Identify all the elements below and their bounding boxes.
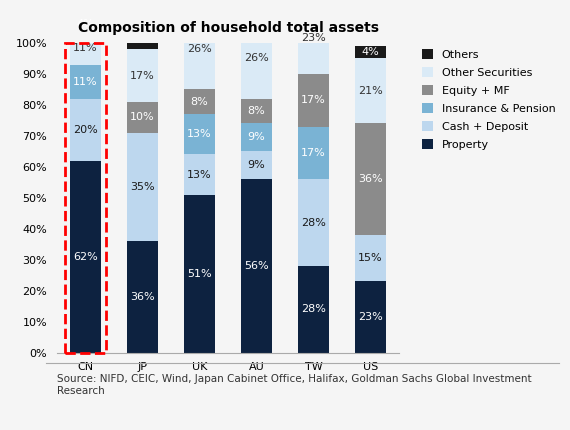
Text: 9%: 9% [247, 160, 266, 170]
Bar [184, 195, 215, 353]
Bar [355, 46, 386, 58]
Bar [127, 133, 158, 241]
Text: 8%: 8% [247, 106, 266, 116]
Bar [241, 123, 272, 151]
Legend: Others, Other Securities, Equity + MF, Insurance & Pension, Cash + Deposit, Prop: Others, Other Securities, Equity + MF, I… [418, 46, 559, 153]
Bar [355, 58, 386, 123]
Bar [127, 102, 158, 133]
Bar [355, 123, 386, 235]
Bar [241, 15, 272, 18]
Text: 23%: 23% [358, 312, 383, 322]
Bar [241, 99, 272, 123]
Bar [184, 114, 215, 154]
Text: 36%: 36% [358, 174, 383, 184]
Bar [241, 18, 272, 99]
Text: 17%: 17% [301, 95, 326, 105]
Bar [127, 43, 158, 49]
Text: 17%: 17% [301, 148, 326, 158]
Bar [70, 31, 101, 64]
Text: 62%: 62% [73, 252, 98, 261]
Bar [298, 126, 329, 179]
Text: 28%: 28% [301, 218, 326, 227]
Bar [298, 0, 329, 3]
Text: 17%: 17% [130, 71, 155, 80]
Title: Composition of household total assets: Composition of household total assets [78, 21, 378, 35]
Text: 9%: 9% [247, 132, 266, 142]
Text: 26%: 26% [244, 53, 269, 64]
Text: 35%: 35% [130, 182, 155, 192]
Text: Source: NIFD, CEIC, Wind, Japan Cabinet Office, Halifax, Goldman Sachs Global In: Source: NIFD, CEIC, Wind, Japan Cabinet … [57, 374, 532, 396]
Bar [127, 49, 158, 102]
Text: 10%: 10% [130, 112, 155, 122]
Text: 11%: 11% [73, 43, 98, 52]
Text: 13%: 13% [187, 169, 212, 180]
Bar [184, 9, 215, 89]
Text: 56%: 56% [244, 261, 269, 271]
Bar [298, 266, 329, 353]
Text: 20%: 20% [73, 125, 98, 135]
Text: 4%: 4% [76, 19, 95, 29]
Text: 11%: 11% [73, 77, 98, 87]
Bar [70, 161, 101, 353]
Bar [184, 154, 215, 195]
Bar [241, 179, 272, 353]
Bar [298, 179, 329, 266]
Text: 23%: 23% [301, 34, 326, 43]
Text: 51%: 51% [187, 269, 212, 279]
Bar [70, 99, 101, 161]
Text: 28%: 28% [301, 304, 326, 314]
Bar [298, 3, 329, 74]
Text: 13%: 13% [187, 129, 212, 139]
Bar [70, 18, 101, 31]
Bar [241, 151, 272, 179]
Bar [64, 43, 106, 353]
Bar [184, 89, 215, 114]
Text: 36%: 36% [130, 292, 155, 302]
Bar [298, 74, 329, 126]
Text: 8%: 8% [190, 97, 209, 107]
Bar [355, 281, 386, 353]
Bar [355, 235, 386, 281]
Bar [127, 241, 158, 353]
Text: 4%: 4% [361, 47, 380, 57]
Text: 21%: 21% [358, 86, 383, 96]
Text: 15%: 15% [358, 253, 383, 263]
Text: 26%: 26% [187, 44, 212, 54]
Bar [70, 64, 101, 99]
